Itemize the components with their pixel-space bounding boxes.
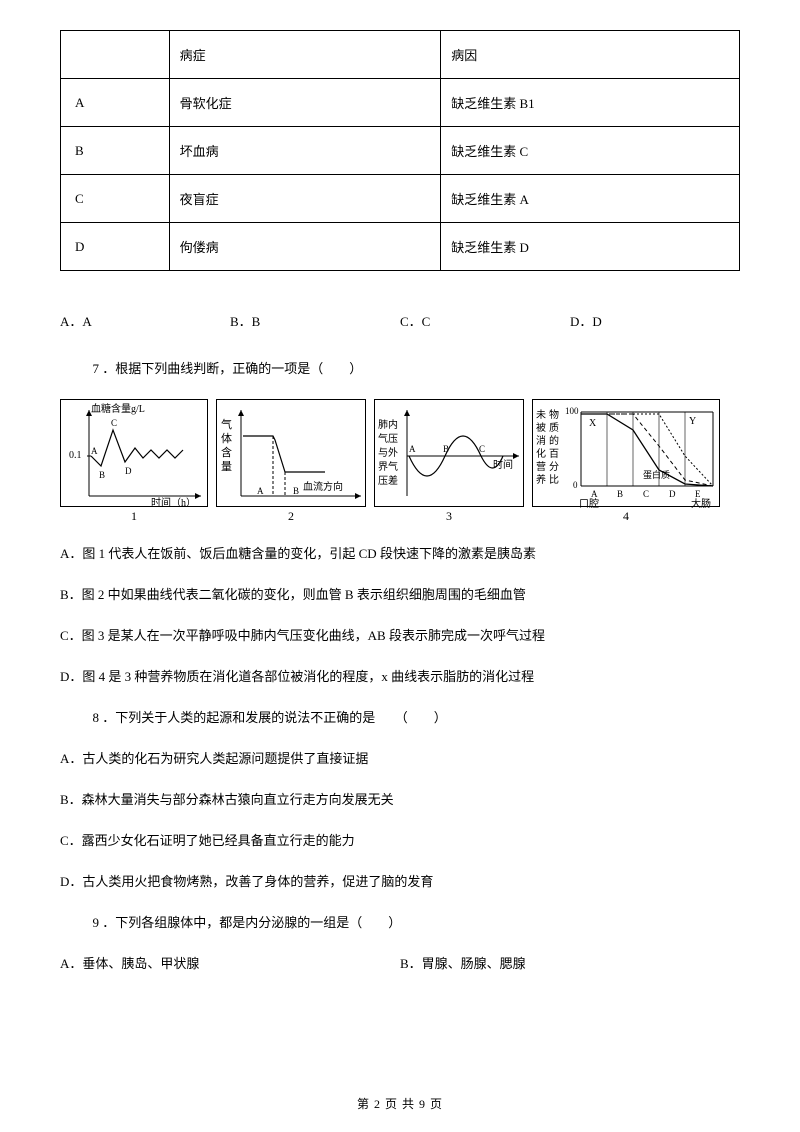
q8-optC: C．露西少女化石证明了她已经具备直立行走的能力 — [60, 830, 740, 849]
table-row: B 坏血病 缺乏维生素 C — [61, 127, 740, 175]
svg-text:C: C — [643, 489, 649, 499]
row-key: C — [61, 175, 170, 223]
q8-stem: 8 ．下列关于人类的起源和发展的说法不正确的是 （ ） — [60, 707, 740, 726]
figure-4: 未 被 消 化 营 养 物 质 的 百 分 比 100 0 — [532, 399, 720, 507]
table-row: C 夜盲症 缺乏维生素 A — [61, 175, 740, 223]
option-d: D．D — [570, 311, 740, 330]
svg-text:质: 质 — [549, 422, 559, 434]
svg-text:血糖含量g/L: 血糖含量g/L — [91, 402, 145, 415]
svg-text:E: E — [695, 489, 701, 499]
row-key: D — [61, 223, 170, 271]
svg-text:含: 含 — [221, 445, 232, 459]
q8-optB: B．森林大量消失与部分森林古猿向直立行走方向发展无关 — [60, 789, 740, 808]
vitamin-table: 病症 病因 A 骨软化症 缺乏维生素 B1 B 坏血病 缺乏维生素 C C 夜盲… — [60, 30, 740, 271]
svg-text:A: A — [591, 489, 598, 499]
svg-text:界气: 界气 — [378, 460, 398, 473]
svg-text:气压: 气压 — [378, 432, 398, 445]
svg-text:大肠: 大肠 — [691, 497, 711, 508]
col-cause: 病因 — [441, 31, 740, 79]
svg-text:化: 化 — [536, 447, 546, 460]
q7-optD: D．图 4 是 3 种营养物质在消化道各部位被消化的程度，x 曲线表示脂肪的消化… — [60, 666, 740, 685]
q7-optB: B．图 2 中如果曲线代表二氧化碳的变化，则血管 B 表示组织细胞周围的毛细血管 — [60, 584, 740, 603]
svg-text:口腔: 口腔 — [579, 497, 599, 508]
q9-optB: B．胃腺、肠腺、腮腺 — [400, 953, 740, 972]
row-disease: 夜盲症 — [169, 175, 441, 223]
svg-text:B: B — [617, 489, 623, 499]
q7-optA: A．图 1 代表人在饭前、饭后血糖含量的变化，引起 CD 段快速下降的激素是胰岛… — [60, 543, 740, 562]
svg-text:D: D — [669, 489, 676, 499]
fig1-num: 1 — [131, 509, 137, 524]
row-cause: 缺乏维生素 D — [441, 223, 740, 271]
option-b: B．B — [230, 311, 400, 330]
figure-2: 气 体 含 量 A B 血流方向 2 — [216, 399, 366, 507]
svg-text:A: A — [91, 446, 98, 456]
q7-optC: C．图 3 是某人在一次平静呼吸中肺内气压变化曲线，AB 段表示肺完成一次呼气过… — [60, 625, 740, 644]
svg-text:C: C — [479, 444, 485, 454]
page-footer: 第 2 页 共 9 页 — [0, 1095, 800, 1112]
row-disease: 坏血病 — [169, 127, 441, 175]
row-cause: 缺乏维生素 B1 — [441, 79, 740, 127]
svg-text:0.1: 0.1 — [69, 450, 82, 461]
svg-text:A: A — [409, 444, 416, 454]
svg-text:体: 体 — [221, 431, 232, 445]
svg-text:血流方向: 血流方向 — [303, 480, 343, 493]
q7-stem: 7 ．根据下列曲线判断，正确的一项是（ ） — [60, 358, 740, 377]
q9-stem: 9 ．下列各组腺体中，都是内分泌腺的一组是（ ） — [60, 912, 740, 931]
svg-text:被: 被 — [536, 421, 546, 434]
svg-text:百: 百 — [549, 448, 559, 460]
svg-text:未: 未 — [536, 409, 546, 421]
svg-text:营: 营 — [536, 460, 546, 473]
svg-text:蛋白质: 蛋白质 — [643, 469, 670, 480]
q9-options: A．垂体、胰岛、甲状腺 B．胃腺、肠腺、腮腺 — [60, 953, 740, 972]
svg-text:Y: Y — [689, 416, 696, 427]
svg-text:X: X — [589, 418, 597, 429]
figure-1: 血糖含量g/L 0.1 A B C D 时间（h） 1 — [60, 399, 208, 507]
svg-text:肺内: 肺内 — [378, 418, 398, 431]
svg-text:0: 0 — [573, 480, 578, 490]
svg-text:压差: 压差 — [378, 474, 398, 487]
row-disease: 佝偻病 — [169, 223, 441, 271]
table-row: D 佝偻病 缺乏维生素 D — [61, 223, 740, 271]
row-cause: 缺乏维生素 C — [441, 127, 740, 175]
svg-text:C: C — [111, 418, 117, 428]
svg-text:D: D — [125, 466, 132, 476]
figure-3: 肺内 气压 与外 界气 压差 A B C 时间 3 — [374, 399, 524, 507]
table-row: A 骨软化症 缺乏维生素 B1 — [61, 79, 740, 127]
fig4-num: 4 — [623, 509, 629, 524]
svg-text:气: 气 — [221, 417, 232, 431]
svg-text:时间: 时间 — [493, 458, 513, 471]
q8-optA: A．古人类的化石为研究人类起源问题提供了直接证据 — [60, 748, 740, 767]
svg-text:分: 分 — [549, 461, 559, 473]
svg-text:时间（h）: 时间（h） — [151, 496, 196, 508]
figures-row: 血糖含量g/L 0.1 A B C D 时间（h） 1 气 体 含 量 A B — [60, 399, 740, 507]
fig3-num: 3 — [446, 509, 452, 524]
svg-text:B: B — [443, 444, 449, 454]
table-header-row: 病症 病因 — [61, 31, 740, 79]
row-key: A — [61, 79, 170, 127]
q6-options: A．A B．B C．C D．D — [60, 311, 740, 330]
svg-text:B: B — [99, 470, 105, 480]
svg-text:的: 的 — [549, 434, 559, 447]
svg-text:A: A — [257, 486, 264, 496]
q9-optA: A．垂体、胰岛、甲状腺 — [60, 953, 400, 972]
row-disease: 骨软化症 — [169, 79, 441, 127]
row-cause: 缺乏维生素 A — [441, 175, 740, 223]
svg-text:与外: 与外 — [378, 447, 398, 459]
svg-text:量: 量 — [221, 460, 232, 473]
option-c: C．C — [400, 311, 570, 330]
svg-text:养: 养 — [536, 473, 546, 486]
svg-text:比: 比 — [549, 474, 559, 486]
col-disease: 病症 — [169, 31, 441, 79]
option-a: A．A — [60, 311, 230, 330]
svg-text:消: 消 — [536, 434, 546, 447]
svg-text:B: B — [293, 486, 299, 496]
fig2-num: 2 — [288, 509, 294, 524]
svg-text:100: 100 — [565, 406, 579, 416]
q8-optD: D．古人类用火把食物烤熟，改善了身体的营养，促进了脑的发育 — [60, 871, 740, 890]
svg-text:物: 物 — [549, 408, 559, 421]
row-key: B — [61, 127, 170, 175]
